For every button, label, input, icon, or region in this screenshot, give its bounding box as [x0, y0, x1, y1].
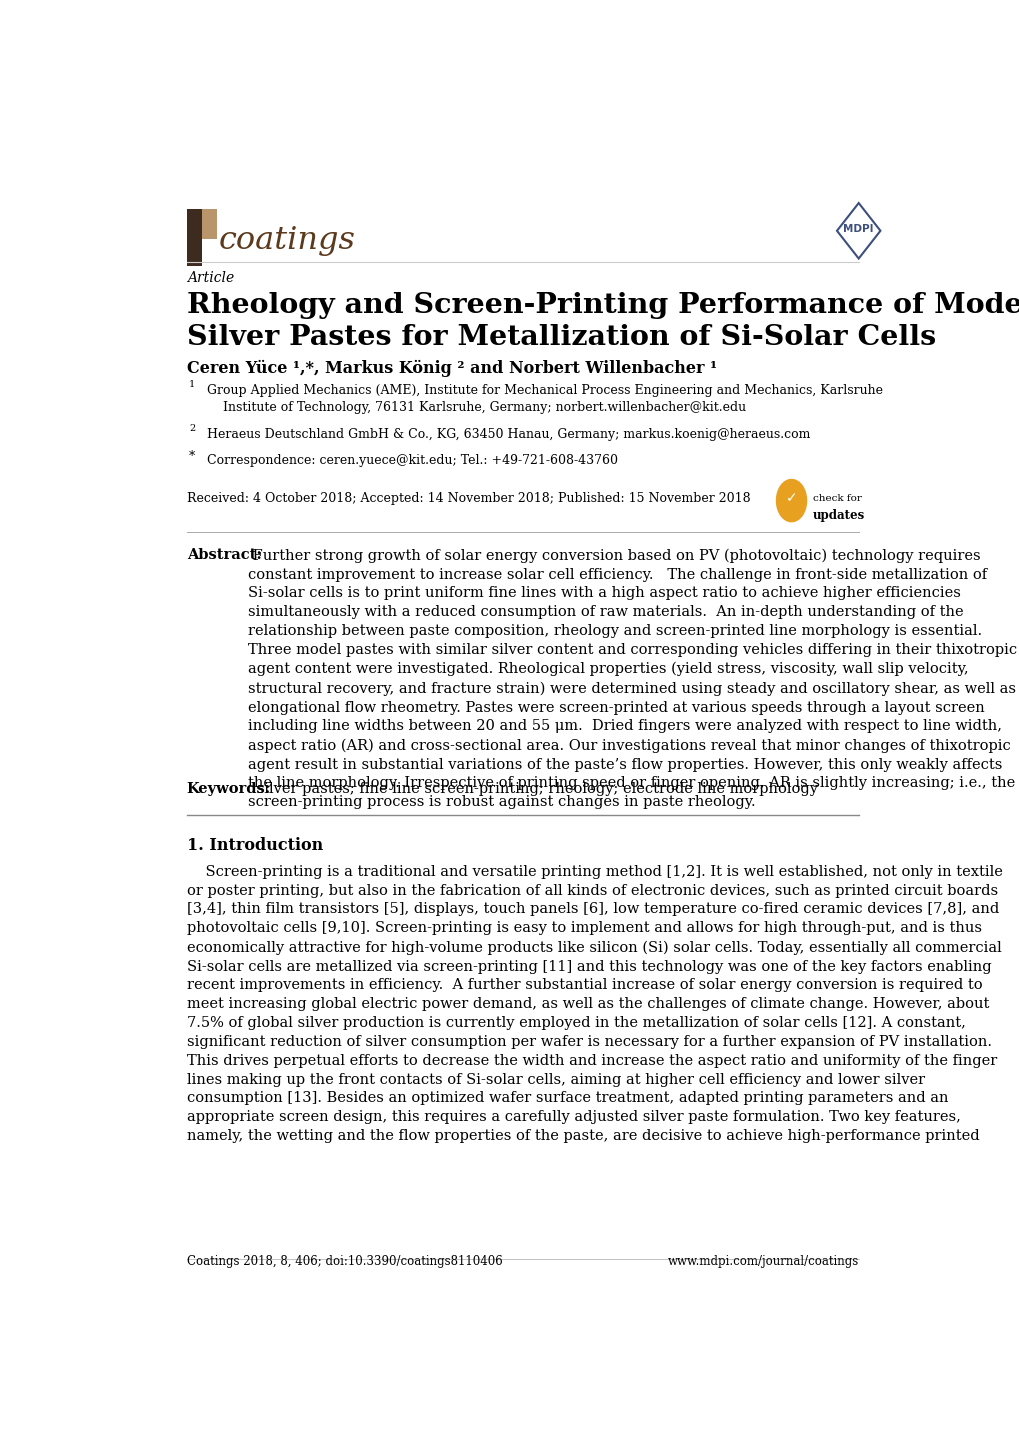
Text: coatings: coatings — [219, 225, 356, 255]
Text: silver pastes; fine line screen-printing; rheology; electrode line morphology: silver pastes; fine line screen-printing… — [252, 782, 817, 796]
Text: *: * — [189, 450, 196, 463]
Text: Correspondence: ceren.yuece@kit.edu; Tel.: +49-721-608-43760: Correspondence: ceren.yuece@kit.edu; Tel… — [206, 454, 616, 467]
Text: 1: 1 — [189, 379, 196, 388]
Text: Received: 4 October 2018; Accepted: 14 November 2018; Published: 15 November 201: Received: 4 October 2018; Accepted: 14 N… — [186, 492, 750, 505]
Text: Rheology and Screen-Printing Performance of Model
Silver Pastes for Metallizatio: Rheology and Screen-Printing Performance… — [186, 291, 1019, 350]
Text: www.mdpi.com/journal/coatings: www.mdpi.com/journal/coatings — [666, 1255, 858, 1268]
Text: Coatings 2018, 8, 406; doi:10.3390/coatings8110406: Coatings 2018, 8, 406; doi:10.3390/coati… — [186, 1255, 502, 1268]
Text: Abstract:: Abstract: — [186, 548, 262, 562]
Text: Ceren Yüce ¹,*, Markus König ² and Norbert Willenbacher ¹: Ceren Yüce ¹,*, Markus König ² and Norbe… — [186, 359, 716, 376]
Text: check for: check for — [812, 495, 861, 503]
Text: Screen-printing is a traditional and versatile printing method [1,2]. It is well: Screen-printing is a traditional and ver… — [186, 865, 1002, 1144]
Text: Further strong growth of solar energy conversion based on PV (photovoltaic) tech: Further strong growth of solar energy co… — [248, 548, 1016, 809]
Text: Keywords:: Keywords: — [186, 782, 271, 796]
Text: ✓: ✓ — [785, 492, 797, 505]
Text: Article: Article — [186, 271, 233, 284]
FancyBboxPatch shape — [202, 209, 217, 238]
Polygon shape — [837, 203, 879, 258]
Text: 1. Introduction: 1. Introduction — [186, 836, 323, 854]
FancyBboxPatch shape — [186, 209, 202, 267]
Text: Heraeus Deutschland GmbH & Co., KG, 63450 Hanau, Germany; markus.koenig@heraeus.: Heraeus Deutschland GmbH & Co., KG, 6345… — [206, 428, 809, 441]
Text: updates: updates — [812, 509, 864, 522]
Circle shape — [775, 480, 806, 522]
Text: 2: 2 — [189, 424, 196, 433]
Text: Group Applied Mechanics (AME), Institute for Mechanical Process Engineering and : Group Applied Mechanics (AME), Institute… — [206, 384, 881, 414]
Text: MDPI: MDPI — [843, 224, 873, 234]
